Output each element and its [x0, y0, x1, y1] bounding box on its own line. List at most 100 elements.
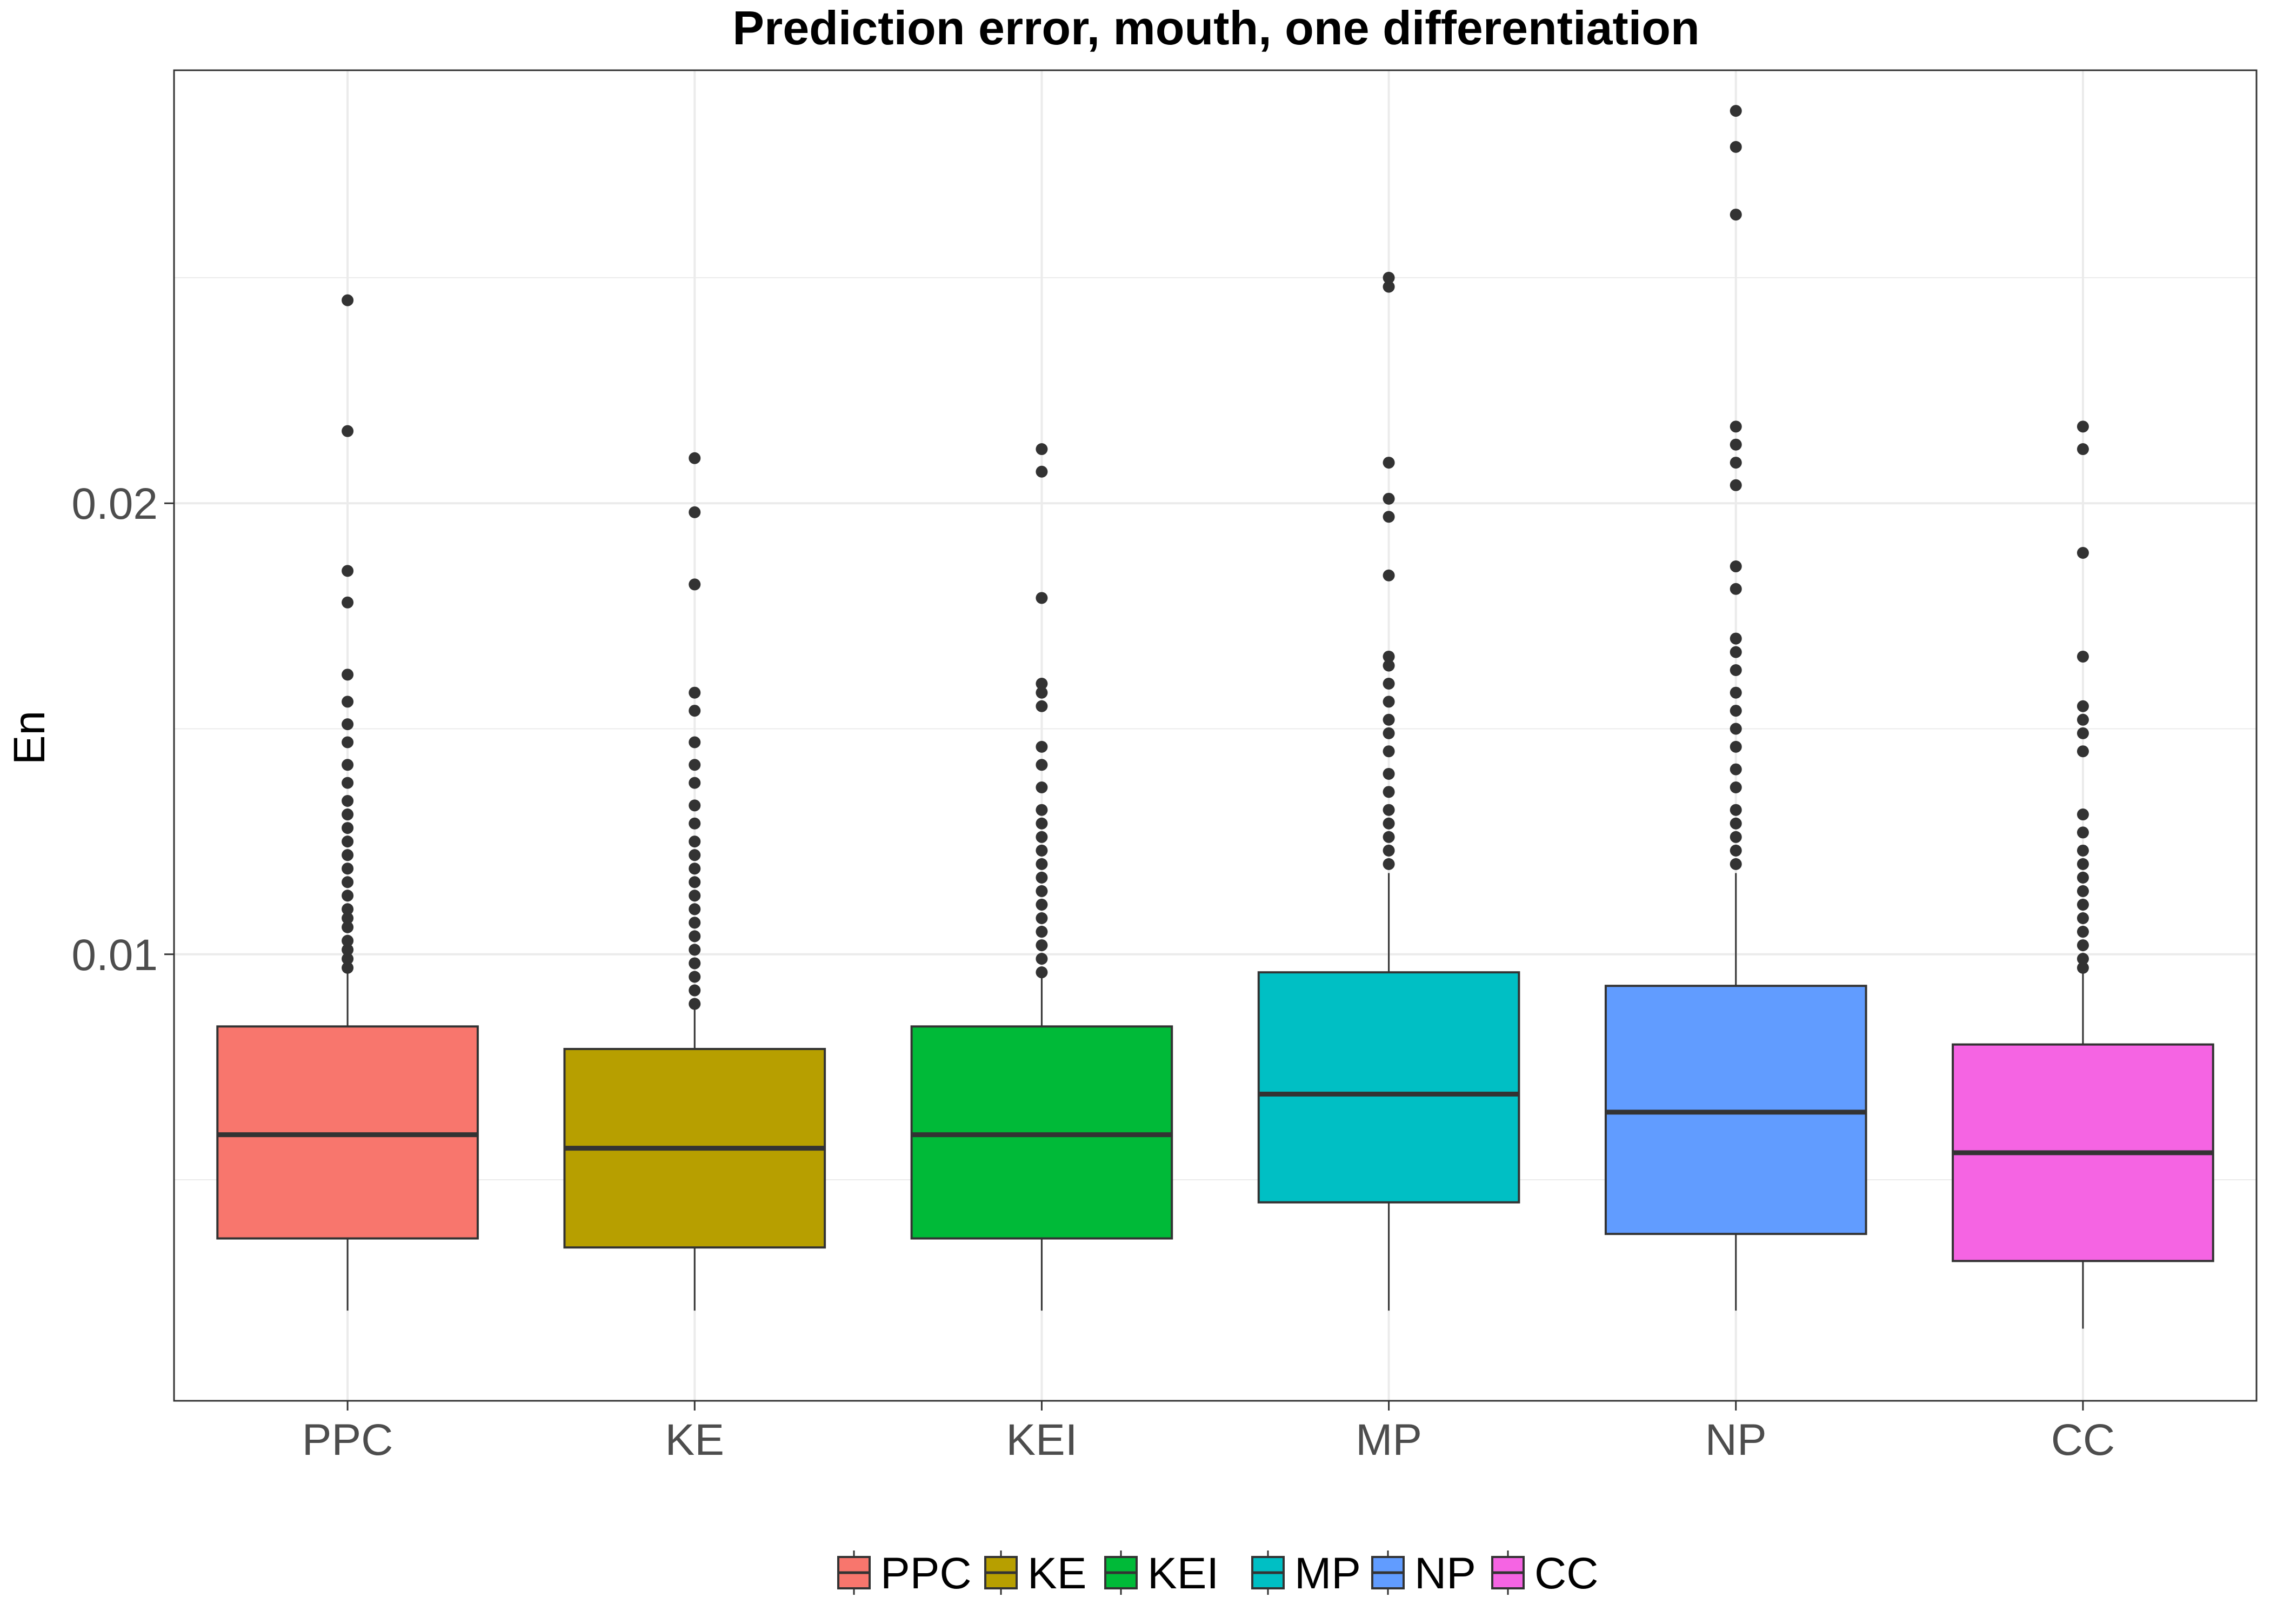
outlier-point — [1036, 898, 1048, 911]
outlier-point — [689, 578, 701, 591]
outlier-point — [1730, 209, 1742, 221]
outlier-point — [2077, 898, 2089, 911]
outlier-point — [342, 425, 354, 437]
box-kei — [910, 443, 1173, 1311]
outlier-point — [689, 736, 701, 748]
outlier-point — [342, 759, 354, 771]
outlier-point — [1383, 817, 1395, 830]
legend-label: KEI — [1147, 1549, 1219, 1598]
outlier-point — [2077, 885, 2089, 897]
outlier-point — [2077, 700, 2089, 712]
outlier-point — [2077, 745, 2089, 758]
outlier-point — [342, 795, 354, 807]
outlier-point — [342, 953, 354, 965]
outlier-point — [2077, 926, 2089, 938]
outlier-point — [2077, 443, 2089, 456]
outlier-point — [689, 930, 701, 943]
outlier-point — [342, 876, 354, 888]
legend-label: NP — [1414, 1549, 1476, 1598]
outlier-point — [342, 565, 354, 577]
outlier-point — [342, 669, 354, 681]
outlier-point — [2077, 844, 2089, 857]
outlier-point — [1383, 492, 1395, 505]
outlier-point — [1730, 420, 1742, 433]
outlier-point — [342, 777, 354, 789]
legend-label: MP — [1294, 1549, 1361, 1598]
outlier-point — [1730, 141, 1742, 153]
outlier-point — [1383, 767, 1395, 780]
outlier-point — [1383, 650, 1395, 663]
outlier-point — [1036, 443, 1048, 456]
y-tick-label: 0.02 — [71, 479, 158, 529]
outlier-point — [1383, 271, 1395, 284]
outlier-point — [689, 890, 701, 902]
outlier-point — [1730, 781, 1742, 793]
outlier-point — [689, 686, 701, 699]
outlier-point — [1383, 659, 1395, 672]
outlier-point — [2077, 420, 2089, 433]
outlier-point — [1730, 740, 1742, 753]
legend: PPC KE KEI MP NP CC — [837, 1549, 1598, 1598]
outlier-point — [1036, 700, 1048, 712]
outlier-point — [342, 294, 354, 306]
outlier-point — [342, 849, 354, 861]
outlier-point — [689, 817, 701, 830]
outlier-point — [1730, 457, 1742, 469]
legend-item-ppc: PPC — [837, 1549, 972, 1598]
outlier-point — [2077, 871, 2089, 884]
outlier-point — [1036, 939, 1048, 952]
outlier-point — [1036, 858, 1048, 870]
outlier-point — [1730, 723, 1742, 735]
outlier-point — [1383, 786, 1395, 798]
legend-item-np: NP — [1371, 1549, 1476, 1598]
outlier-point — [1036, 831, 1048, 843]
outlier-point — [1383, 569, 1395, 582]
outlier-point — [2077, 546, 2089, 559]
outlier-point — [689, 998, 701, 1010]
outlier-point — [2077, 727, 2089, 739]
outlier-point — [342, 903, 354, 915]
legend-item-mp: MP — [1251, 1549, 1361, 1598]
outlier-point — [2077, 650, 2089, 663]
outlier-point — [1383, 804, 1395, 816]
legend-item-ke: KE — [984, 1549, 1086, 1598]
boxes — [216, 105, 2214, 1329]
outlier-point — [2077, 912, 2089, 925]
outlier-point — [1036, 759, 1048, 771]
outlier-point — [689, 944, 701, 956]
outlier-point — [342, 921, 354, 933]
outlier-point — [689, 876, 701, 888]
outlier-point — [342, 718, 354, 731]
outlier-point — [1383, 727, 1395, 739]
outlier-point — [2077, 858, 2089, 870]
outlier-point — [2077, 961, 2089, 974]
outlier-point — [689, 984, 701, 997]
legend-item-kei: KEI — [1104, 1549, 1219, 1598]
outlier-point — [342, 863, 354, 875]
outlier-point — [1730, 686, 1742, 699]
x-tick-label: PPC — [302, 1415, 393, 1465]
outlier-point — [342, 596, 354, 609]
x-tick-label: KE — [665, 1415, 724, 1465]
outlier-point — [1036, 844, 1048, 857]
outlier-point — [1730, 664, 1742, 676]
legend-item-cc: CC — [1491, 1549, 1598, 1598]
outlier-point — [689, 863, 701, 875]
outlier-point — [342, 836, 354, 848]
legend-label: KE — [1027, 1549, 1086, 1598]
outlier-point — [2077, 953, 2089, 965]
outlier-point — [1036, 953, 1048, 965]
outlier-point — [1730, 831, 1742, 843]
outlier-point — [1730, 632, 1742, 645]
outlier-point — [1036, 885, 1048, 897]
outlier-point — [1383, 831, 1395, 843]
outlier-point — [1383, 280, 1395, 293]
outlier-point — [689, 452, 701, 464]
outlier-point — [689, 971, 701, 983]
legend-label: PPC — [880, 1549, 972, 1598]
outlier-point — [1383, 858, 1395, 870]
outlier-point — [1383, 745, 1395, 758]
outlier-point — [689, 849, 701, 861]
outlier-point — [689, 506, 701, 518]
